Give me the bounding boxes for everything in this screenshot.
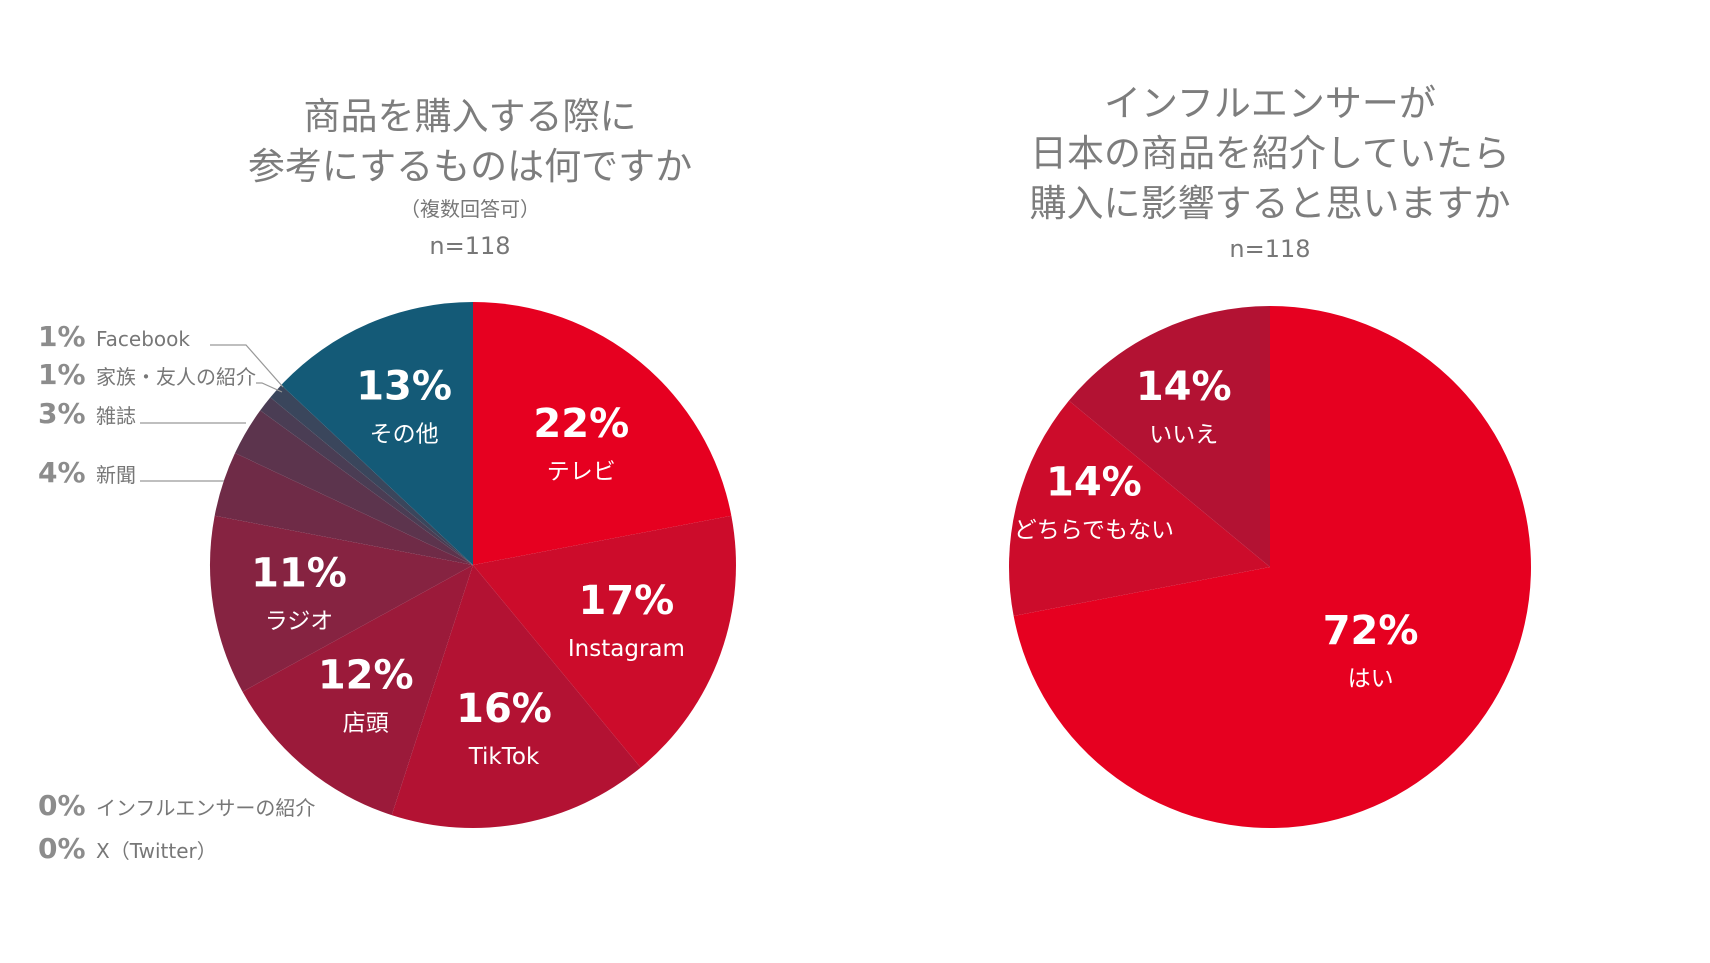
left-pie-slice-9-percent: 13%: [356, 364, 452, 410]
left-pie-slice-1-label: Instagram: [568, 636, 685, 662]
left-pie-slice-0-label: テレビ: [547, 459, 616, 485]
left-chart-title: 商品を購入する際に 参考にするものは何ですか （複数回答可） n=118: [150, 92, 790, 266]
left-pie-slice-9-label: その他: [370, 422, 439, 448]
callout-5-percent: 4%: [38, 456, 86, 489]
left-pie-slice-1-percent: 17%: [579, 578, 675, 624]
left-pie-slice-4-percent: 11%: [251, 551, 347, 597]
left-pie-slice-4-label: ラジオ: [265, 609, 334, 635]
right-pie-slice-2-percent: 14%: [1136, 364, 1232, 410]
callout-7-label: 家族・友人の紹介: [96, 365, 256, 389]
left-pie-slice-2-percent: 16%: [456, 686, 552, 732]
callout-7-leader-line: [256, 382, 283, 393]
left-sample-size: n=118: [429, 232, 511, 260]
right-pie-slice-1: [1008, 400, 1270, 616]
left-pie-slice-8: [270, 384, 473, 565]
callout-8-leader-line: [210, 344, 284, 388]
left-pie-slice-4: [210, 515, 473, 692]
left-pie-slice-2-label: TikTok: [468, 744, 540, 770]
left-pie-slice-6: [235, 410, 473, 565]
zero-item-0-label: インフルエンサーの紹介: [96, 796, 315, 820]
left-pie-slice-2: [391, 565, 641, 828]
right-title-line-2: 日本の商品を紹介していたら: [1030, 132, 1510, 175]
left-pie-slice-9: [281, 302, 473, 565]
callout-6-percent: 3%: [38, 397, 86, 430]
right-chart-title: インフルエンサーが 日本の商品を紹介していたら 購入に影響すると思いますか n=…: [950, 79, 1590, 269]
right-pie-slice-0-percent: 72%: [1323, 608, 1419, 654]
left-pie-slice-0-percent: 22%: [533, 401, 629, 447]
callout-7-percent: 1%: [38, 358, 86, 391]
zero-item-1-label: X（Twitter）: [96, 839, 217, 863]
callout-8-label: Facebook: [96, 327, 190, 351]
right-pie-slice-1-percent: 14%: [1046, 460, 1142, 506]
callout-5-label: 新聞: [96, 463, 136, 487]
right-pie-slice-0-label: はい: [1348, 666, 1394, 692]
left-pie-slice-3-label: 店頭: [343, 711, 389, 737]
left-pie-slice-3: [242, 565, 473, 816]
left-title-line-2: 参考にするものは何ですか: [247, 145, 693, 188]
zero-item-1-percent: 0%: [38, 832, 86, 865]
callout-6-label: 雑誌: [96, 404, 136, 428]
right-sample-size: n=118: [1229, 235, 1311, 263]
left-pie-slice-0: [473, 302, 732, 565]
left-pie-slice-3-percent: 12%: [318, 653, 414, 699]
left-pie-slice-7: [260, 397, 473, 565]
callout-8-percent: 1%: [38, 320, 86, 353]
left-pie-slice-1: [473, 515, 736, 768]
right-title-line-1: インフルエンサーが: [1104, 82, 1436, 125]
right-pie-slice-0: [1013, 306, 1531, 828]
zero-item-0-percent: 0%: [38, 789, 86, 822]
right-pie-slice-2: [1068, 306, 1270, 567]
right-pie-slice-2-label: いいえ: [1149, 422, 1218, 448]
left-pie-slice-5: [214, 453, 473, 565]
right-title-line-3: 購入に影響すると思いますか: [1029, 182, 1511, 225]
left-title-note: （複数回答可）: [400, 197, 540, 221]
right-pie-slice-1-label: どちらでもない: [1014, 518, 1174, 544]
left-title-line-1: 商品を購入する際に: [303, 95, 637, 138]
